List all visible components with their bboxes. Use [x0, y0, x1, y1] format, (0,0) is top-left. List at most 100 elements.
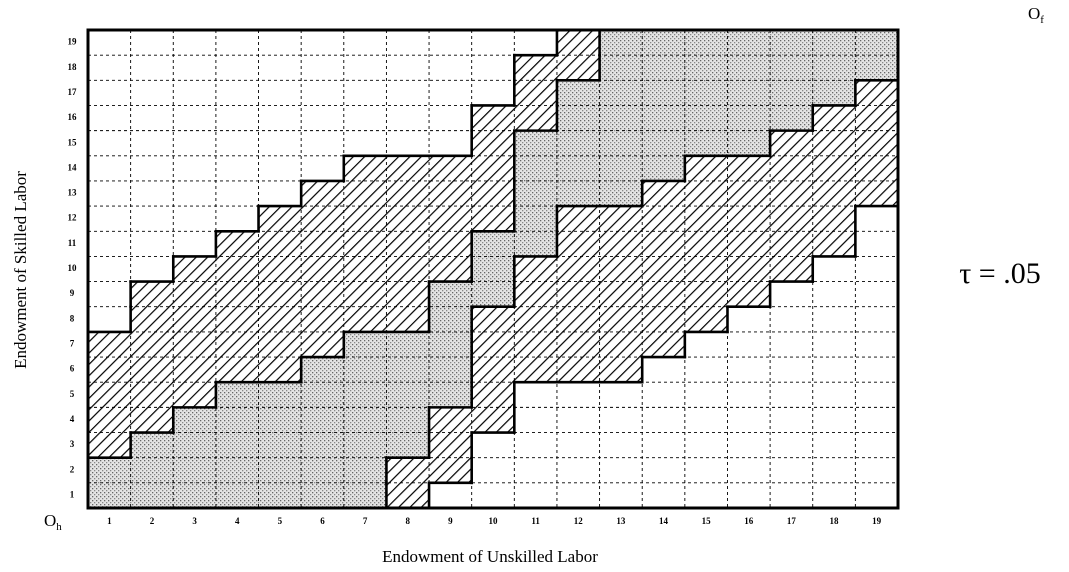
cell — [855, 180, 899, 207]
cell — [471, 155, 515, 182]
cell — [599, 130, 643, 157]
cell — [258, 482, 302, 509]
cell — [173, 457, 217, 484]
cell — [130, 30, 174, 56]
cell — [301, 155, 345, 182]
y-tick-label: 12 — [68, 213, 78, 223]
cell — [471, 382, 515, 408]
origin-home: Oh — [44, 511, 62, 533]
cell — [684, 256, 728, 282]
cell — [855, 206, 899, 232]
cell — [855, 80, 899, 106]
cell — [556, 357, 600, 383]
x-tick-label: 7 — [363, 516, 368, 526]
cell — [301, 206, 345, 232]
cell — [215, 55, 259, 81]
cell — [258, 306, 302, 333]
cell — [684, 281, 728, 308]
cell — [599, 357, 643, 383]
cell — [770, 30, 814, 56]
cell — [215, 155, 259, 182]
cell — [812, 80, 856, 106]
cell — [471, 130, 515, 157]
cells — [88, 30, 899, 509]
cell — [471, 457, 515, 484]
cell — [471, 206, 515, 232]
origin-foreign-sub: f — [1040, 14, 1044, 26]
cell — [301, 331, 345, 358]
y-tick-label: 4 — [70, 414, 75, 424]
cell — [215, 30, 259, 56]
cell — [471, 256, 515, 282]
cell — [812, 457, 856, 484]
cell — [770, 206, 814, 232]
cell — [215, 382, 259, 408]
cell — [812, 206, 856, 232]
cell — [429, 331, 472, 358]
cell — [429, 30, 472, 56]
cell — [386, 231, 430, 257]
cell — [130, 256, 174, 282]
cell — [343, 457, 387, 484]
y-tick-label: 13 — [68, 188, 78, 198]
cell — [727, 206, 771, 232]
x-axis-title: Endowment of Unskilled Labor — [382, 547, 598, 566]
x-tick-label: 6 — [320, 516, 325, 526]
y-tick-label: 1 — [70, 489, 75, 499]
cell — [130, 331, 174, 358]
cell — [770, 256, 814, 282]
cell — [343, 30, 387, 56]
cell — [684, 331, 728, 358]
y-tick-label: 8 — [70, 313, 75, 323]
cell — [301, 382, 345, 408]
cell — [599, 457, 643, 484]
y-tick-label: 15 — [68, 137, 78, 147]
cell — [642, 357, 686, 383]
borders — [86, 28, 900, 510]
cell — [343, 206, 387, 232]
cell — [770, 306, 814, 333]
cell — [471, 432, 515, 458]
cell — [770, 180, 814, 207]
cell — [855, 407, 899, 433]
cell — [556, 105, 600, 131]
cell — [343, 55, 387, 81]
x-tick-label: 19 — [872, 516, 882, 526]
cell — [301, 457, 345, 484]
cell — [88, 457, 131, 484]
x-tick-label: 15 — [702, 516, 712, 526]
cell — [812, 55, 856, 81]
cell — [855, 357, 899, 383]
cell — [258, 180, 302, 207]
y-tick-label: 6 — [70, 364, 75, 374]
cell — [258, 382, 302, 408]
cell — [301, 256, 345, 282]
cell — [514, 55, 558, 81]
labels: 1 2 3 4 5 6 7 8 9 10 11 12 13 14 15 16 17 18 1912345678910… — [68, 37, 882, 526]
cell — [684, 80, 728, 106]
cell — [386, 457, 430, 484]
cell — [301, 80, 345, 106]
x-tick-label: 8 — [405, 516, 410, 526]
cell — [130, 382, 174, 408]
cell — [301, 482, 345, 509]
cell — [173, 482, 217, 509]
cell — [684, 105, 728, 131]
cell — [386, 432, 430, 458]
cell — [386, 281, 430, 308]
cell — [514, 306, 558, 333]
x-tick-label: 2 — [150, 516, 155, 526]
cell — [812, 482, 856, 509]
cell — [727, 155, 771, 182]
cell — [130, 105, 174, 131]
cell — [258, 55, 302, 81]
cell — [215, 357, 259, 383]
cell — [642, 231, 686, 257]
y-tick-label: 14 — [68, 162, 78, 172]
cell — [642, 55, 686, 81]
cell — [812, 357, 856, 383]
cell — [429, 180, 472, 207]
cell — [599, 30, 643, 56]
cell — [599, 281, 643, 308]
cell — [727, 80, 771, 106]
